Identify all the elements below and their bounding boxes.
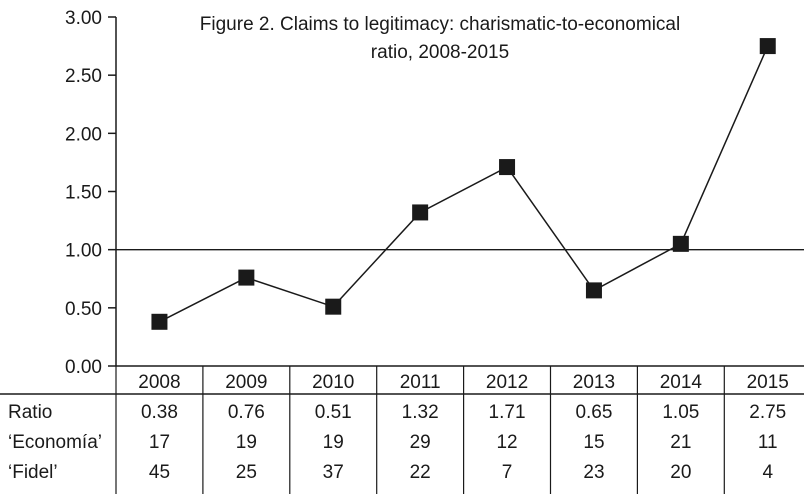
data-point-marker xyxy=(759,38,776,55)
data-point-marker xyxy=(151,313,168,330)
y-tick-label: 2.00 xyxy=(65,124,102,145)
table-cell: 4 xyxy=(762,462,773,483)
table-cell: 0.38 xyxy=(141,402,178,423)
table-cell: 1.32 xyxy=(402,402,439,423)
data-point-marker xyxy=(499,159,516,176)
series-ratio xyxy=(151,38,776,330)
table-row-label: ‘Economía’ xyxy=(8,432,102,453)
data-point-marker xyxy=(238,269,255,286)
category-label: 2014 xyxy=(660,372,703,393)
table-cell: 0.76 xyxy=(228,402,265,423)
y-tick-label: 0.00 xyxy=(65,357,102,378)
chart-title-line-2: ratio, 2008-2015 xyxy=(371,42,509,63)
table-cell: 21 xyxy=(670,432,691,453)
table-cell: 37 xyxy=(323,462,344,483)
y-tick-label: 1.00 xyxy=(65,241,102,262)
category-label: 2012 xyxy=(486,372,528,393)
data-point-marker xyxy=(412,204,429,221)
category-label: 2015 xyxy=(747,372,789,393)
table-cell: 11 xyxy=(758,432,778,453)
table-cell: 2.75 xyxy=(749,402,786,423)
table-row-label: ‘Fidel’ xyxy=(8,462,58,483)
table-cell: 1.05 xyxy=(662,402,699,423)
category-label: 2009 xyxy=(225,372,267,393)
table-cell: 29 xyxy=(410,432,431,453)
table-cell: 19 xyxy=(236,432,257,453)
y-tick-label: 2.50 xyxy=(65,66,102,87)
category-label: 2008 xyxy=(138,372,180,393)
category-label: 2011 xyxy=(400,372,441,393)
y-tick-label: 1.50 xyxy=(65,183,102,204)
chart-title: Figure 2. Claims to legitimacy: charisma… xyxy=(200,14,680,63)
table-cell: 17 xyxy=(149,432,170,453)
table-cell: 12 xyxy=(496,432,517,453)
table-cell: 45 xyxy=(149,462,170,483)
table-cell: 19 xyxy=(323,432,344,453)
table-cell: 0.51 xyxy=(315,402,352,423)
table-cell: 20 xyxy=(670,462,691,483)
y-tick-label: 0.50 xyxy=(65,299,102,320)
table-cell: 15 xyxy=(583,432,604,453)
table-cell: 7 xyxy=(502,462,513,483)
table-cell: 25 xyxy=(236,462,257,483)
table-row-label: Ratio xyxy=(8,402,52,423)
category-label: 2013 xyxy=(573,372,615,393)
table-cell: 22 xyxy=(410,462,431,483)
table-cell: 1.71 xyxy=(489,402,526,423)
table-cell: 0.65 xyxy=(575,402,612,423)
data-point-marker xyxy=(325,298,342,315)
chart-title-line-1: Figure 2. Claims to legitimacy: charisma… xyxy=(200,14,680,35)
axes: 0.00 0.50 1.00 1.50 2.00 2.50 3.00 xyxy=(65,8,804,378)
series-line xyxy=(159,45,769,323)
y-tick-label: 3.00 xyxy=(65,8,102,29)
table-cell: 23 xyxy=(583,462,604,483)
category-label: 2010 xyxy=(312,372,354,393)
data-point-marker xyxy=(672,235,689,252)
data-point-marker xyxy=(585,282,602,299)
